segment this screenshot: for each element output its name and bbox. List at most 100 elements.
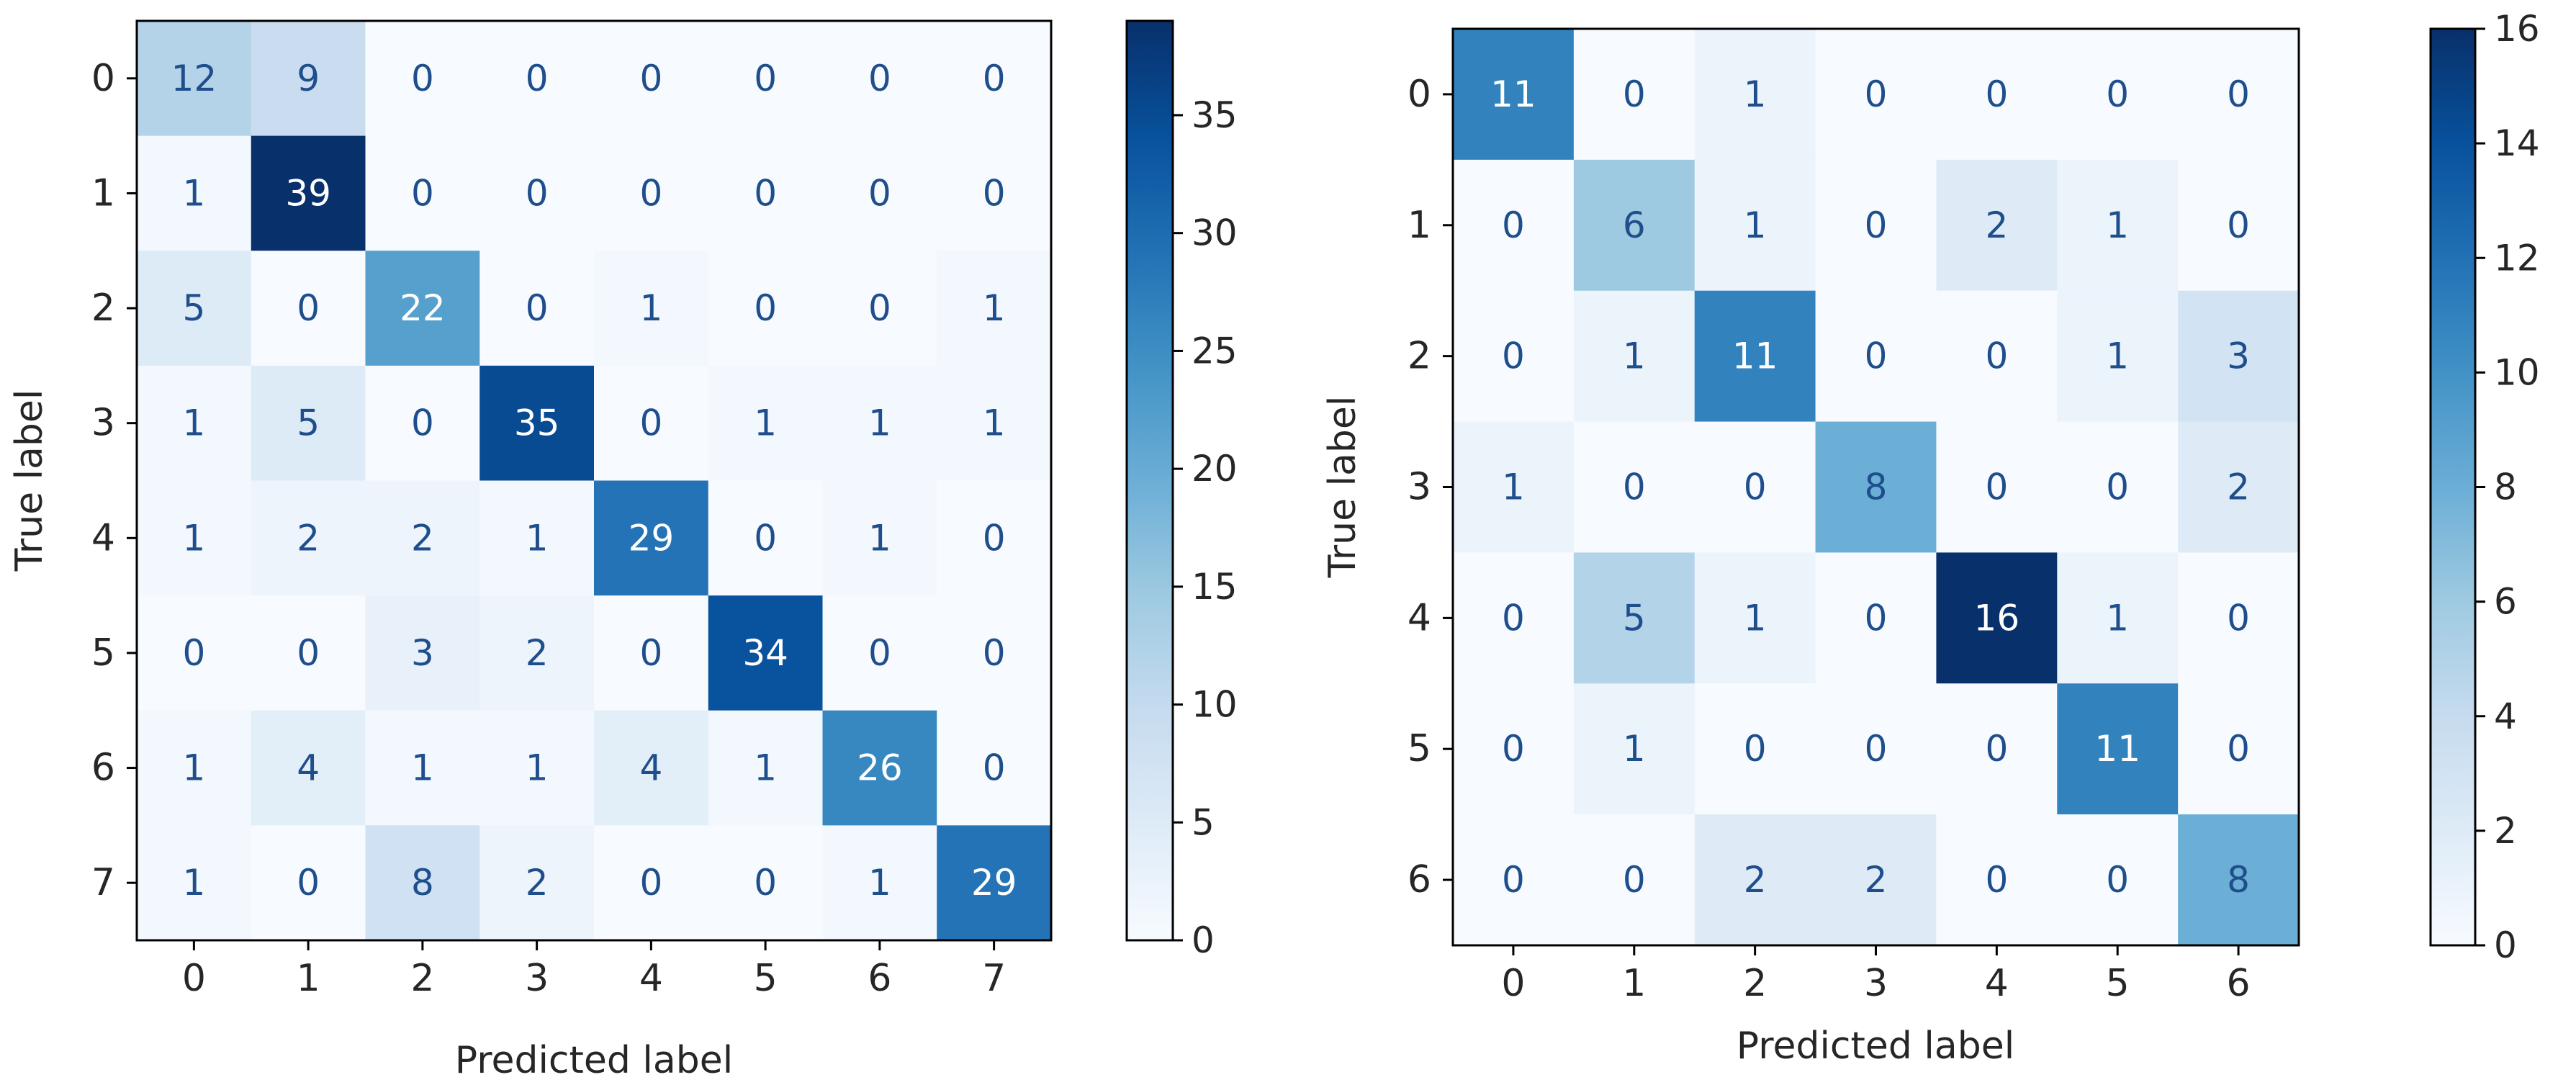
heatmap-cell [594,135,709,251]
cell-value: 29 [971,862,1017,904]
cell-value: 0 [1623,859,1646,901]
heatmap-cell [1453,29,1575,161]
cell-value: 0 [868,58,891,99]
cell-value: 0 [297,862,320,904]
heatmap-cell [937,135,1052,251]
heatmap-cell [479,825,595,941]
heatmap-cell [1936,683,2058,815]
heatmap-cell [708,251,823,366]
heatmap-cell [708,595,823,711]
x-tick-label: 4 [1985,962,2009,1005]
cell-value: 0 [411,402,434,444]
cell-value: 0 [1502,597,1525,639]
cell-value: 2 [1865,859,1888,901]
x-tick-label: 2 [1743,962,1767,1005]
cell-value: 0 [526,287,549,329]
cell-value: 35 [514,402,560,444]
cell-value: 1 [2106,204,2129,246]
cell-value: 0 [754,287,777,329]
cell-value: 12 [171,58,217,99]
heatmap-cell [1936,421,2058,553]
heatmap-cell [251,595,366,711]
heatmap-cell [251,710,366,826]
cell-value: 0 [1985,73,2008,115]
cell-value: 0 [1865,597,1888,639]
heatmap-cell [937,480,1052,596]
x-axis-label: Predicted label [1737,1025,2014,1068]
colorbar-gradient [2429,27,2477,947]
y-axis-label: True label [1321,396,1364,579]
heatmap-cell [479,480,595,596]
cell-value: 0 [1865,336,1888,377]
cell-value: 2 [1744,859,1767,901]
heatmap-cell [365,135,480,251]
heatmap-cell [822,251,937,366]
cell-value: 5 [297,402,320,444]
heatmap-cell [2057,683,2179,815]
heatmap-cells: 12 9 0 0 0 0 0 01 39 0 0 0 0 0 05 0 22 0 1 0 0 11 5 0 35 0 1 1 11 2 2 1… [137,21,1052,941]
colorbar-ticks: 0 5 10 15 20 25 30 35 [1173,94,1238,961]
cell-value: 8 [1865,467,1888,508]
x-ticks: 0 1 2 3 4 5 6 [1501,945,2251,1005]
heatmap-cell [137,480,252,596]
colorbar-ticks: 0 2 4 6 8 10 12 14 16 [2475,8,2540,966]
colorbar-tick-label: 6 [2494,581,2517,623]
cell-value: 0 [983,517,1006,559]
cell-value: 8 [2227,859,2250,901]
cell-value: 1 [182,517,205,559]
cell-value: 0 [1744,728,1767,770]
y-tick-label: 7 [91,861,115,904]
cell-value: 1 [182,172,205,214]
cell-value: 1 [868,402,891,444]
cell-value: 1 [1744,597,1767,639]
colorbar-tick-label: 16 [2494,8,2540,50]
cell-value: 0 [868,287,891,329]
colorbar-tick-label: 12 [2494,237,2540,279]
heatmap-cell [822,825,937,941]
cell-value: 3 [2227,336,2250,377]
cell-value: 8 [411,862,434,904]
x-ticks: 0 1 2 3 4 5 6 7 [182,940,1006,1000]
heatmap-cell [822,595,937,711]
heatmap-cell [1815,683,1937,815]
colorbar-tick-label: 8 [2494,467,2517,508]
colorbar-tick-label: 15 [1192,566,1238,608]
heatmap-cell [1573,29,1695,161]
heatmap-cell [1815,552,1937,684]
heatmap-cell [1936,552,2058,684]
heatmap-cell [1694,683,1816,815]
cell-value: 0 [526,58,549,99]
cell-value: 0 [1865,728,1888,770]
heatmap-cell [2057,290,2179,423]
heatmap-cell [708,710,823,826]
cell-value: 0 [639,58,662,99]
x-tick-label: 1 [1622,962,1646,1005]
heatmap-cell [251,135,366,251]
heatmap-cell [1453,421,1575,553]
heatmap-cell [2057,552,2179,684]
cell-value: 0 [1985,859,2008,901]
cell-value: 0 [2227,728,2250,770]
colorbar-tick-label: 20 [1192,448,1238,490]
heatmap-cell [1453,290,1575,423]
colorbar-tick-label: 10 [1192,684,1238,726]
y-ticks: 0 1 2 3 4 5 6 [1408,73,1453,901]
x-tick-label: 4 [639,957,663,1000]
cell-value: 4 [639,747,662,789]
heatmap-cell [251,825,366,941]
heatmap-cell [1815,814,1937,946]
heatmap-cell [1453,683,1575,815]
cell-value: 2 [297,517,320,559]
heatmap-cell [137,135,252,251]
heatmap-cell [365,480,480,596]
heatmap-cell [1694,29,1816,161]
heatmap-cell [822,135,937,251]
colorbar-tick-label: 10 [2494,351,2540,393]
y-tick-label: 0 [91,57,115,100]
heatmap-cell [137,365,252,481]
y-axis-label: True label [8,390,51,572]
heatmap-cell [251,480,366,596]
cell-value: 0 [983,632,1006,674]
cell-value: 1 [411,747,434,789]
